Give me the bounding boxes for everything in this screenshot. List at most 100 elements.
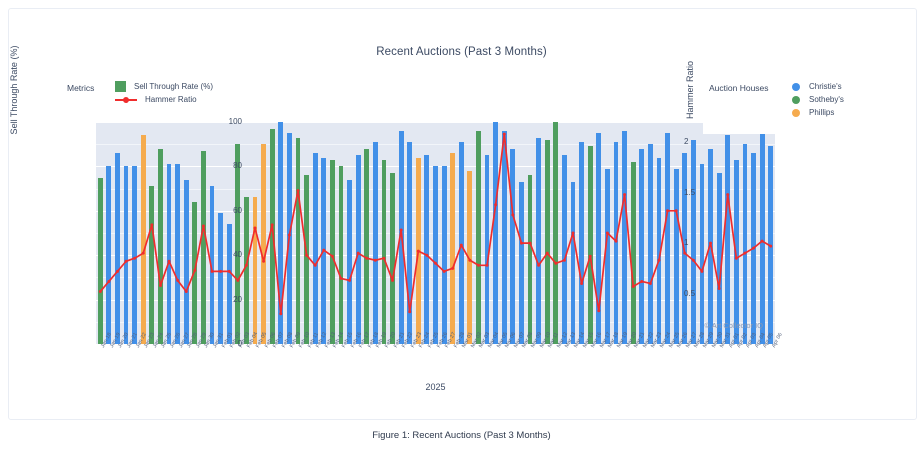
bar-sothebys[interactable] — [338, 166, 344, 344]
hammer-ratio-point[interactable] — [416, 249, 420, 253]
hammer-ratio-point[interactable] — [133, 256, 137, 260]
hammer-ratio-point[interactable] — [614, 239, 618, 243]
bar-christies[interactable] — [312, 153, 318, 344]
hammer-ratio-point[interactable] — [193, 268, 197, 272]
hammer-ratio-point[interactable] — [648, 281, 652, 285]
hammer-ratio-point[interactable] — [356, 251, 360, 255]
hammer-ratio-point[interactable] — [545, 251, 549, 255]
bar-sothebys[interactable] — [269, 128, 275, 344]
bar-christies[interactable] — [519, 181, 524, 344]
hammer-ratio-point[interactable] — [623, 193, 627, 197]
bar-christies[interactable] — [690, 139, 696, 344]
bar-christies[interactable] — [579, 141, 585, 344]
bar-christies[interactable] — [166, 164, 172, 344]
bar-christies[interactable] — [209, 186, 215, 344]
bar-sothebys[interactable] — [295, 137, 301, 344]
bar-phillips[interactable] — [467, 170, 473, 344]
bar-christies[interactable] — [106, 166, 112, 344]
bar-christies[interactable] — [433, 166, 438, 344]
bar-sothebys[interactable] — [587, 146, 593, 344]
bar-christies[interactable] — [278, 122, 284, 344]
hammer-ratio-point[interactable] — [98, 290, 102, 294]
bar-sothebys[interactable] — [201, 150, 206, 344]
hammer-ratio-point[interactable] — [141, 251, 145, 255]
bar-christies[interactable] — [123, 166, 129, 344]
hammer-ratio-point[interactable] — [485, 263, 489, 267]
bar-christies[interactable] — [647, 144, 653, 344]
bar-sothebys[interactable] — [244, 197, 249, 344]
hammer-ratio-point[interactable] — [270, 223, 274, 227]
bar-christies[interactable] — [639, 148, 645, 344]
hammer-ratio-point[interactable] — [262, 259, 266, 263]
hammer-ratio-point[interactable] — [760, 239, 764, 243]
bar-christies[interactable] — [501, 130, 507, 344]
hammer-ratio-point[interactable] — [391, 278, 395, 282]
hammer-ratio-point[interactable] — [322, 248, 326, 252]
bar-christies[interactable] — [673, 168, 679, 344]
hammer-ratio-point[interactable] — [494, 203, 498, 207]
bar-phillips[interactable] — [261, 144, 266, 344]
hammer-ratio-point[interactable] — [442, 269, 446, 273]
bar-christies[interactable] — [510, 148, 516, 344]
bar-phillips[interactable] — [252, 197, 258, 344]
hammer-ratio-point[interactable] — [717, 287, 721, 290]
hammer-ratio-point[interactable] — [502, 132, 506, 136]
hammer-ratio-point[interactable] — [313, 263, 317, 267]
hammer-ratio-point[interactable] — [244, 263, 248, 267]
hammer-ratio-point[interactable] — [537, 263, 541, 267]
hammer-ratio-point[interactable] — [554, 261, 558, 265]
bar-christies[interactable] — [759, 133, 765, 344]
hammer-ratio-point[interactable] — [631, 284, 635, 288]
hammer-ratio-point[interactable] — [158, 283, 162, 287]
bar-sothebys[interactable] — [544, 139, 550, 344]
bar-christies[interactable] — [493, 122, 499, 344]
bar-christies[interactable] — [484, 155, 490, 344]
bar-christies[interactable] — [115, 153, 120, 344]
hammer-ratio-point[interactable] — [726, 193, 730, 197]
hammer-ratio-point[interactable] — [150, 223, 154, 227]
bar-sothebys[interactable] — [235, 144, 241, 344]
hammer-ratio-point[interactable] — [571, 231, 575, 235]
bar-christies[interactable] — [562, 155, 567, 344]
hammer-ratio-point[interactable] — [115, 269, 119, 273]
legend-item-sothebys[interactable]: Sotheby's — [791, 93, 844, 106]
bar-sothebys[interactable] — [329, 159, 335, 344]
hammer-ratio-point[interactable] — [683, 251, 687, 255]
hammer-ratio-point[interactable] — [425, 253, 429, 257]
hammer-ratio-point[interactable] — [743, 251, 747, 255]
bar-christies[interactable] — [407, 141, 413, 344]
hammer-ratio-point[interactable] — [253, 226, 257, 230]
bar-sothebys[interactable] — [304, 175, 309, 344]
bar-sothebys[interactable] — [381, 159, 387, 344]
hammer-ratio-point[interactable] — [700, 269, 704, 273]
hammer-ratio-point[interactable] — [528, 241, 532, 245]
bar-christies[interactable] — [132, 166, 138, 344]
hammer-ratio-point[interactable] — [176, 278, 180, 282]
hammer-ratio-point[interactable] — [666, 209, 670, 213]
bar-sothebys[interactable] — [149, 186, 155, 344]
hammer-ratio-point[interactable] — [305, 253, 309, 257]
hammer-ratio-point[interactable] — [519, 241, 523, 245]
bar-christies[interactable] — [536, 137, 542, 344]
hammer-ratio-point[interactable] — [468, 258, 472, 262]
bar-christies[interactable] — [656, 157, 662, 344]
hammer-ratio-point[interactable] — [227, 269, 231, 273]
hammer-ratio-point[interactable] — [373, 258, 377, 262]
bar-sothebys[interactable] — [364, 148, 370, 344]
bar-christies[interactable] — [613, 141, 619, 344]
hammer-ratio-point[interactable] — [580, 281, 584, 285]
hammer-ratio-point[interactable] — [365, 256, 369, 260]
hammer-ratio-point[interactable] — [752, 246, 756, 250]
legend-item-hammer-ratio[interactable]: Hammer Ratio — [115, 93, 213, 106]
hammer-ratio-point[interactable] — [219, 269, 223, 273]
bar-christies[interactable] — [458, 141, 464, 344]
bar-christies[interactable] — [175, 164, 181, 344]
hammer-ratio-point[interactable] — [296, 189, 300, 193]
hammer-ratio-point[interactable] — [330, 254, 334, 258]
bar-christies[interactable] — [226, 224, 232, 344]
hammer-ratio-point[interactable] — [476, 263, 480, 267]
hammer-ratio-point[interactable] — [597, 309, 601, 313]
bar-christies[interactable] — [372, 141, 378, 344]
hammer-ratio-point[interactable] — [107, 279, 111, 283]
legend-item-sell-through-rate[interactable]: Sell Through Rate (%) — [115, 80, 213, 93]
